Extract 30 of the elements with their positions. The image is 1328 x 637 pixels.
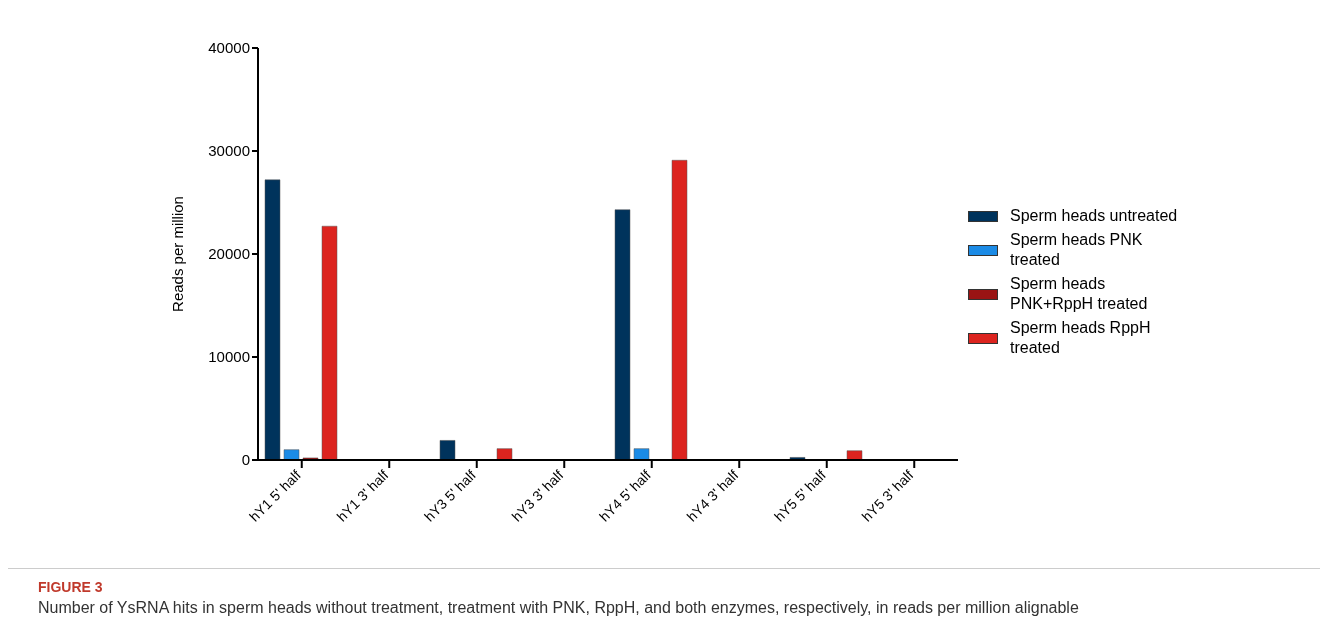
bar xyxy=(302,457,319,460)
x-tick-label: hY3 3' half xyxy=(508,466,567,525)
x-tick-label: hY1 5' half xyxy=(246,466,304,525)
bar xyxy=(321,225,338,460)
legend-label: Sperm heads untreated xyxy=(1010,206,1179,226)
y-tick-label: 20000 xyxy=(208,245,250,263)
bar xyxy=(496,448,513,460)
bar xyxy=(439,440,456,460)
x-tick-label: hY4 3' half xyxy=(683,466,742,525)
bar xyxy=(283,449,300,460)
bar xyxy=(614,209,631,460)
bar xyxy=(264,179,281,460)
legend-label: Sperm heads RppH treated xyxy=(1010,318,1152,358)
bar xyxy=(846,450,863,460)
y-tick-label: 40000 xyxy=(208,39,250,57)
x-tick-label: hY5 5' half xyxy=(771,466,829,525)
y-tick-label: 0 xyxy=(241,451,250,469)
y-tick-label: 10000 xyxy=(208,348,250,366)
bar xyxy=(633,448,650,460)
y-tick-label: 30000 xyxy=(208,142,250,160)
legend-label: Sperm heads PNK treated xyxy=(1010,230,1144,270)
caption: FIGURE 3 xyxy=(38,579,104,595)
text: Number of YsRNA hits in sperm heads without treatment, treatment with PNK, RppH, and both enzymes, respectively, in reads per million alignable xyxy=(38,599,1080,617)
x-tick-label: hY3 5' half xyxy=(421,466,479,525)
x-tick-label: hY5 3' half xyxy=(858,466,917,525)
x-tick-label: hY4 5' half xyxy=(596,466,654,525)
y-axis-title: Reads per million xyxy=(169,196,187,312)
bar xyxy=(671,160,688,460)
x-tick-label: hY1 3' half xyxy=(333,466,392,525)
legend-label: Sperm heads PNK+RppH treated xyxy=(1010,274,1149,314)
